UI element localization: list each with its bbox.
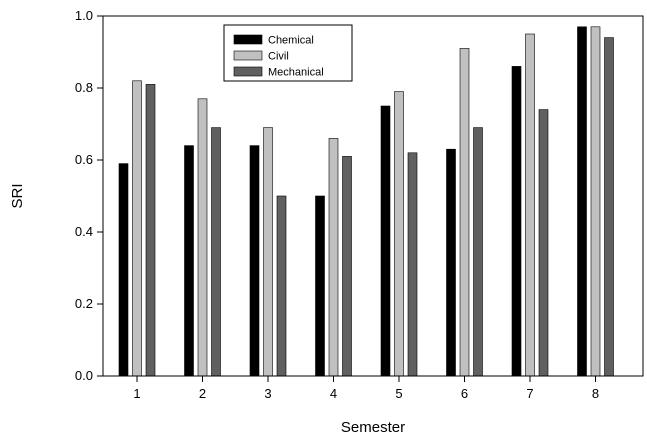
legend: Chemical Civil Mechanical [223,24,353,82]
y-tick-label: 0.8 [75,80,93,95]
bar-chemical-3 [249,145,260,377]
bar-civil-3 [263,127,273,377]
bars-group [118,26,614,377]
bar-mechanical-7 [538,109,549,377]
x-axis: 1 2 3 4 5 6 7 8 [133,376,599,401]
legend-swatch-mechanical [233,66,263,77]
bar-civil-1 [132,80,142,377]
x-tick-label: 1 [133,386,140,401]
x-tick-label: 3 [264,386,271,401]
bar-civil-7 [525,33,535,377]
x-tick-label: 8 [592,386,599,401]
bar-mechanical-3 [276,195,287,377]
bar-civil-6 [459,48,470,377]
bar-chemical-4 [315,195,325,377]
legend-label-civil: Civil [268,51,289,63]
bar-chemical-5 [380,105,391,377]
y-tick-label: 0.6 [75,152,93,167]
legend-swatch-chemical [233,34,263,45]
y-tick-label: 0.0 [75,368,93,383]
legend-swatch-civil [233,50,263,61]
y-tick-label: 1.0 [75,8,93,23]
bar-civil-2 [197,98,208,377]
x-axis-title: Semester [341,419,405,436]
y-tick-label: 0.2 [75,296,93,311]
bar-chemical-2 [184,145,194,377]
legend-label-mechanical: Mechanical [268,67,324,79]
x-tick-label: 4 [330,386,337,401]
bar-mechanical-4 [342,156,352,377]
bar-mechanical-1 [145,84,156,377]
x-tick-label: 5 [395,386,402,401]
bar-civil-4 [328,138,339,377]
x-tick-label: 2 [199,386,206,401]
bar-mechanical-6 [473,127,483,377]
bar-mechanical-5 [407,152,418,377]
bar-chemical-6 [446,148,456,377]
x-tick-label: 7 [526,386,533,401]
bar-chemical-7 [511,66,522,377]
bar-chemical-1 [118,163,129,377]
bar-civil-8 [590,26,601,377]
bar-chemical-8 [577,26,587,377]
y-tick-label: 0.4 [75,224,93,239]
legend-label-chemical: Chemical [268,35,314,47]
bar-mechanical-2 [211,127,221,377]
plot-frame [102,15,644,377]
x-tick-label: 6 [461,386,468,401]
y-axis-title: SRI [9,183,26,208]
bar-mechanical-8 [604,37,614,377]
y-axis: 0.0 0.2 0.4 0.6 0.8 1.0 [75,8,103,383]
bar-civil-5 [394,91,404,377]
